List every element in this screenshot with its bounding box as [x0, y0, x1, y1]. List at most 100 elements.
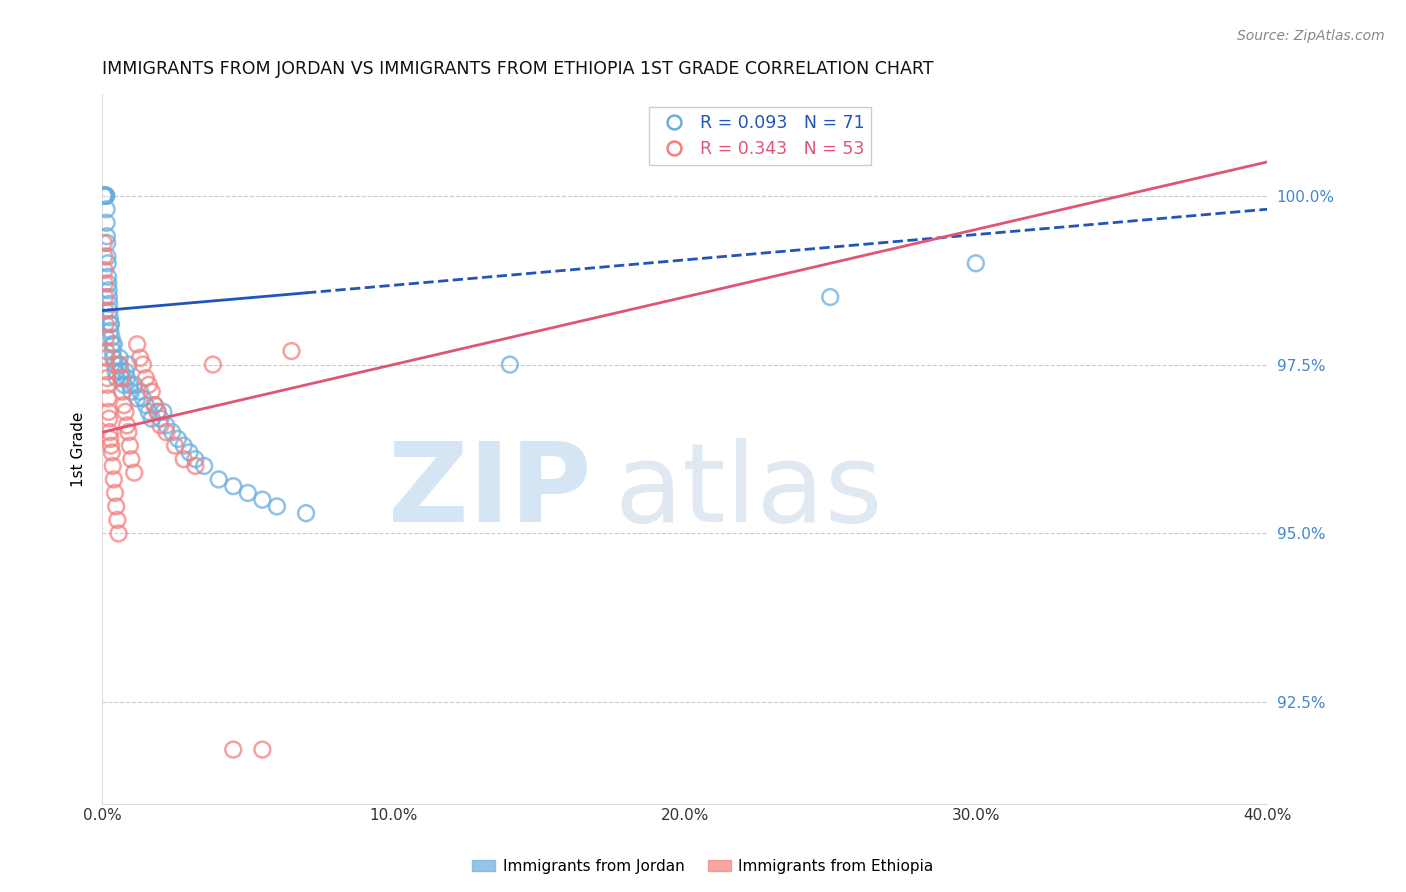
Point [94, 188, 117, 202]
Point [160, 425, 183, 439]
Point [114, 405, 136, 419]
Text: atlas: atlas [614, 438, 883, 545]
Point [266, 500, 288, 514]
Point [141, 411, 163, 425]
Point [118, 377, 141, 392]
Point [184, 452, 207, 467]
Point [965, 256, 987, 270]
Point [96, 188, 118, 202]
Point [122, 377, 145, 392]
Point [222, 479, 245, 493]
Point [101, 445, 124, 459]
Point [141, 384, 163, 399]
Point [97, 283, 120, 297]
Point [132, 358, 155, 372]
Point [184, 458, 207, 473]
Point [101, 458, 124, 473]
Y-axis label: 1st Grade: 1st Grade [72, 411, 86, 487]
Text: ZIP: ZIP [388, 438, 592, 545]
Point [173, 439, 195, 453]
Point [120, 384, 142, 399]
Point [103, 351, 125, 365]
Point [94, 188, 117, 202]
Point [117, 358, 139, 372]
Point [98, 297, 121, 311]
Point [129, 351, 152, 365]
Point [146, 405, 169, 419]
Point [96, 377, 118, 392]
Point [104, 486, 127, 500]
Point [143, 398, 166, 412]
Point [110, 371, 132, 385]
Point [98, 411, 121, 425]
Point [94, 277, 117, 291]
Point [135, 371, 157, 385]
Point [111, 371, 134, 385]
Point [104, 364, 127, 378]
Point [201, 358, 224, 372]
Point [96, 250, 118, 264]
Point [149, 411, 172, 425]
Point [173, 452, 195, 467]
Point [96, 216, 118, 230]
Point [94, 330, 117, 344]
Point [93, 250, 115, 264]
Point [94, 188, 117, 202]
Point [96, 235, 118, 250]
Point [105, 371, 128, 385]
Point [117, 425, 139, 439]
Point [127, 337, 149, 351]
Point [96, 364, 118, 378]
Text: Source: ZipAtlas.com: Source: ZipAtlas.com [1237, 29, 1385, 43]
Text: IMMIGRANTS FROM JORDAN VS IMMIGRANTS FROM ETHIOPIA 1ST GRADE CORRELATION CHART: IMMIGRANTS FROM JORDAN VS IMMIGRANTS FRO… [103, 60, 934, 78]
Point [118, 439, 141, 453]
Point [107, 358, 129, 372]
Point [152, 405, 174, 419]
Point [252, 742, 274, 756]
Point [93, 188, 115, 202]
Point [101, 344, 124, 359]
Point [818, 290, 841, 304]
Point [93, 235, 115, 250]
Point [96, 202, 118, 217]
Point [114, 364, 136, 378]
Point [94, 188, 117, 202]
Point [127, 392, 149, 406]
Point [280, 344, 302, 359]
Point [97, 290, 120, 304]
Point [94, 188, 117, 202]
Point [98, 324, 121, 338]
Point [94, 188, 117, 202]
Point [96, 229, 118, 244]
Point [97, 392, 120, 406]
Point [143, 398, 166, 412]
Point [98, 425, 121, 439]
Point [105, 500, 128, 514]
Point [98, 303, 121, 318]
Point [179, 445, 201, 459]
Point [94, 303, 117, 318]
Point [236, 486, 259, 500]
Point [193, 458, 215, 473]
Point [93, 188, 115, 202]
Point [97, 405, 120, 419]
Point [94, 317, 117, 331]
Point [93, 188, 115, 202]
Point [93, 263, 115, 277]
Point [101, 337, 124, 351]
Point [98, 317, 121, 331]
Point [108, 351, 131, 365]
Point [208, 472, 231, 486]
Point [97, 277, 120, 291]
Point [115, 418, 138, 433]
Point [146, 405, 169, 419]
Point [100, 330, 122, 344]
Point [120, 452, 142, 467]
Point [98, 310, 121, 325]
Point [132, 392, 155, 406]
Point [112, 377, 135, 392]
Point [252, 492, 274, 507]
Point [167, 432, 190, 446]
Point [163, 439, 186, 453]
Legend: Immigrants from Jordan, Immigrants from Ethiopia: Immigrants from Jordan, Immigrants from … [467, 853, 939, 880]
